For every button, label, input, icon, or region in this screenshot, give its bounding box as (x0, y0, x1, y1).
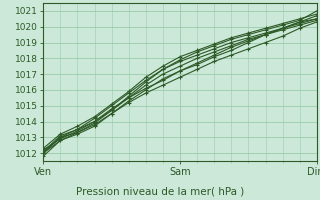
Text: Pression niveau de la mer( hPa ): Pression niveau de la mer( hPa ) (76, 186, 244, 196)
